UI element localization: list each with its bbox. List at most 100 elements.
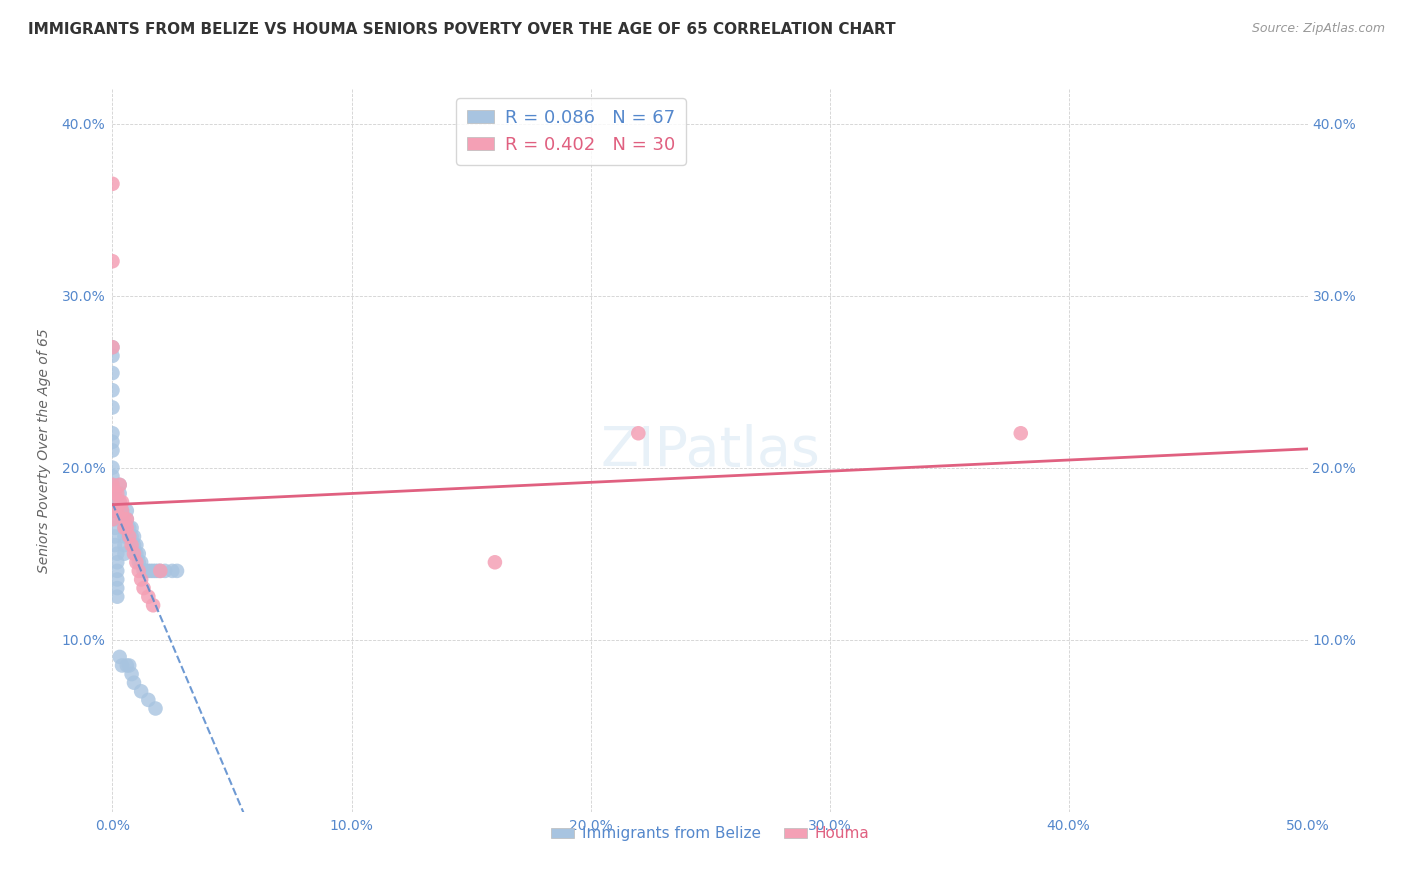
Point xyxy=(129,684,152,698)
Point xyxy=(118,529,141,543)
Point xyxy=(118,529,141,543)
Point xyxy=(115,503,138,517)
Point xyxy=(105,564,128,578)
Point xyxy=(105,555,128,569)
Point xyxy=(114,521,135,535)
Point xyxy=(108,478,131,492)
Point xyxy=(101,426,124,441)
Point xyxy=(122,675,145,690)
Point xyxy=(101,443,124,458)
Point xyxy=(101,340,124,354)
Point xyxy=(135,564,157,578)
Point xyxy=(114,521,135,535)
Point xyxy=(132,564,155,578)
Point xyxy=(125,538,148,552)
Point xyxy=(104,521,127,535)
Point xyxy=(111,503,134,517)
Point xyxy=(101,366,124,380)
Point xyxy=(166,564,188,578)
Point xyxy=(125,555,148,569)
Point xyxy=(101,349,124,363)
Point xyxy=(128,564,150,578)
Point xyxy=(153,564,176,578)
Text: Source: ZipAtlas.com: Source: ZipAtlas.com xyxy=(1251,22,1385,36)
Legend: Immigrants from Belize, Houma: Immigrants from Belize, Houma xyxy=(546,821,875,847)
Point xyxy=(132,581,155,595)
Point xyxy=(108,486,131,500)
Point xyxy=(162,564,183,578)
Point xyxy=(138,693,160,707)
Point xyxy=(115,512,138,526)
Point xyxy=(101,503,124,517)
Y-axis label: Seniors Poverty Over the Age of 65: Seniors Poverty Over the Age of 65 xyxy=(37,328,51,573)
Point xyxy=(121,667,143,681)
Point xyxy=(138,564,160,578)
Point xyxy=(101,340,124,354)
Point xyxy=(115,521,138,535)
Text: ZIPatlas: ZIPatlas xyxy=(600,424,820,477)
Point xyxy=(125,547,148,561)
Point xyxy=(139,564,162,578)
Point xyxy=(121,529,143,543)
Point xyxy=(111,495,134,509)
Point xyxy=(101,434,124,449)
Point xyxy=(484,555,506,569)
Point xyxy=(129,573,152,587)
Point xyxy=(128,547,150,561)
Point xyxy=(108,495,131,509)
Point xyxy=(149,564,172,578)
Point xyxy=(115,512,138,526)
Point xyxy=(145,564,167,578)
Point xyxy=(115,521,138,535)
Point xyxy=(1010,426,1032,441)
Point xyxy=(108,478,131,492)
Text: IMMIGRANTS FROM BELIZE VS HOUMA SENIORS POVERTY OVER THE AGE OF 65 CORRELATION C: IMMIGRANTS FROM BELIZE VS HOUMA SENIORS … xyxy=(28,22,896,37)
Point xyxy=(108,495,131,509)
Point xyxy=(129,555,152,569)
Point xyxy=(105,590,128,604)
Point xyxy=(146,564,169,578)
Point xyxy=(111,658,134,673)
Point xyxy=(104,512,127,526)
Point xyxy=(105,581,128,595)
Point xyxy=(114,538,135,552)
Point xyxy=(101,254,124,268)
Point xyxy=(101,486,124,500)
Point xyxy=(105,573,128,587)
Point xyxy=(121,521,143,535)
Point xyxy=(128,555,150,569)
Point xyxy=(118,658,141,673)
Point xyxy=(121,538,143,552)
Point xyxy=(101,478,124,492)
Point xyxy=(115,658,138,673)
Point xyxy=(138,590,160,604)
Point xyxy=(108,649,131,664)
Point xyxy=(104,503,127,517)
Point xyxy=(101,512,124,526)
Point xyxy=(101,401,124,415)
Point xyxy=(114,529,135,543)
Point xyxy=(105,547,128,561)
Point xyxy=(122,547,145,561)
Point xyxy=(101,460,124,475)
Point xyxy=(142,599,165,613)
Point xyxy=(105,486,128,500)
Point xyxy=(114,547,135,561)
Point xyxy=(627,426,650,441)
Point xyxy=(149,564,172,578)
Point xyxy=(122,538,145,552)
Point xyxy=(101,495,124,509)
Point xyxy=(104,529,127,543)
Point xyxy=(142,564,165,578)
Point xyxy=(101,478,124,492)
Point xyxy=(105,503,128,517)
Point xyxy=(122,529,145,543)
Point xyxy=(104,538,127,552)
Point xyxy=(114,512,135,526)
Point xyxy=(118,521,141,535)
Point xyxy=(111,512,134,526)
Point xyxy=(101,177,124,191)
Point xyxy=(101,469,124,483)
Point xyxy=(104,486,127,500)
Point xyxy=(145,701,167,715)
